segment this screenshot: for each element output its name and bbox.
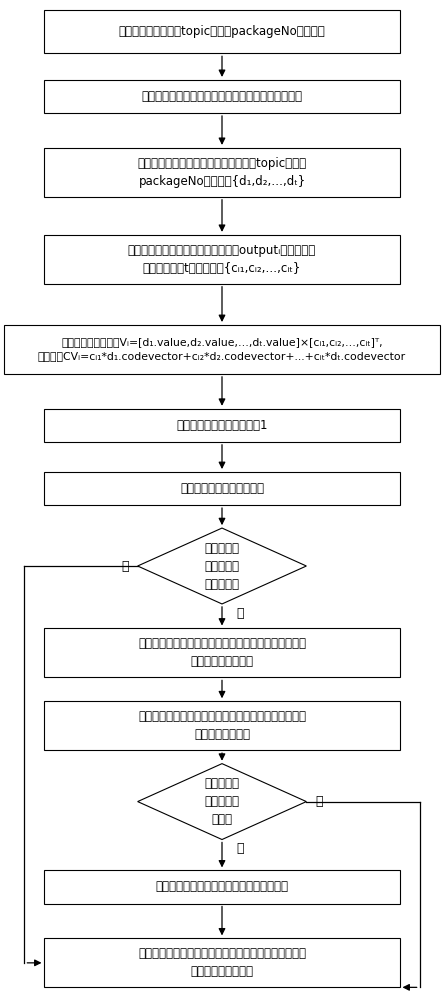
Bar bbox=[44, 701, 400, 750]
Text: 从主题数据发布列表中选择所有主题为topic批次为
packageNo的编码包{d₁,d₂,…,dₜ}: 从主题数据发布列表中选择所有主题为topic批次为 packageNo的编码包{… bbox=[138, 157, 306, 188]
Text: 探测邻接节点，向邻接节点转发数据编码包: 探测邻接节点，向邻接节点转发数据编码包 bbox=[155, 880, 289, 893]
Polygon shape bbox=[138, 528, 306, 604]
Bar bbox=[44, 472, 400, 505]
Text: 选择投递概率较高的订阅包，沿订阅包的订阅路径向信
宿投递编码数据包: 选择投递概率较高的订阅包，沿订阅包的订阅路径向信 宿投递编码数据包 bbox=[138, 710, 306, 741]
Text: 中继节点接收主题为topic批号为packageNo的编码包: 中继节点接收主题为topic批号为packageNo的编码包 bbox=[119, 25, 325, 38]
Bar bbox=[44, 628, 400, 677]
Text: 将编码包按主题号和批次号存入主题数据发布列表中: 将编码包按主题号和批次号存入主题数据发布列表中 bbox=[142, 90, 302, 103]
Text: 将数据包属性中中继次数加1: 将数据包属性中中继次数加1 bbox=[176, 419, 268, 432]
Bar bbox=[4, 325, 440, 374]
Bar bbox=[44, 409, 400, 442]
Text: 订阅列表中
是否有该主
题的订阅包: 订阅列表中 是否有该主 题的订阅包 bbox=[205, 542, 239, 591]
Text: 探测节点输出路径，为每条输出路径outputᵢ随机产生一
个项链长度为t的编码向量{cᵢ₁,cᵢ₂,…,cᵢₜ}: 探测节点输出路径，为每条输出路径outputᵢ随机产生一 个项链长度为t的编码向… bbox=[128, 244, 316, 275]
Bar bbox=[44, 870, 400, 904]
Text: 是: 是 bbox=[236, 607, 243, 620]
Text: 主题数据包
达到最大中
继次数: 主题数据包 达到最大中 继次数 bbox=[205, 777, 239, 826]
Bar bbox=[44, 938, 400, 987]
Bar bbox=[44, 148, 400, 197]
Polygon shape bbox=[138, 764, 306, 840]
Text: 根据节点拥塞控制步骤清理节点中主题信息订阅列表和
主题数据包发布列表: 根据节点拥塞控制步骤清理节点中主题信息订阅列表和 主题数据包发布列表 bbox=[138, 947, 306, 978]
Text: 计算数据包在本节点滞留时间，将数据包的剩余生存时
间减去节点滞留时间: 计算数据包在本节点滞留时间，将数据包的剩余生存时 间减去节点滞留时间 bbox=[138, 637, 306, 668]
Text: 查询该中继节点中订阅列表: 查询该中继节点中订阅列表 bbox=[180, 482, 264, 495]
Text: 计算数据包的编码值Vᵢ=[d₁.value,d₂.value,…,dₜ.value]×[cᵢ₁,cᵢ₂,…,cᵢₜ]ᵀ,
编码向量CVᵢ=cᵢ₁*d₁.code: 计算数据包的编码值Vᵢ=[d₁.value,d₂.value,…,dₜ.valu… bbox=[38, 337, 406, 361]
Bar bbox=[44, 235, 400, 284]
Bar bbox=[44, 80, 400, 113]
Text: 是: 是 bbox=[315, 795, 323, 808]
Text: 否: 否 bbox=[121, 560, 129, 573]
Bar bbox=[44, 10, 400, 53]
Text: 否: 否 bbox=[236, 842, 243, 855]
